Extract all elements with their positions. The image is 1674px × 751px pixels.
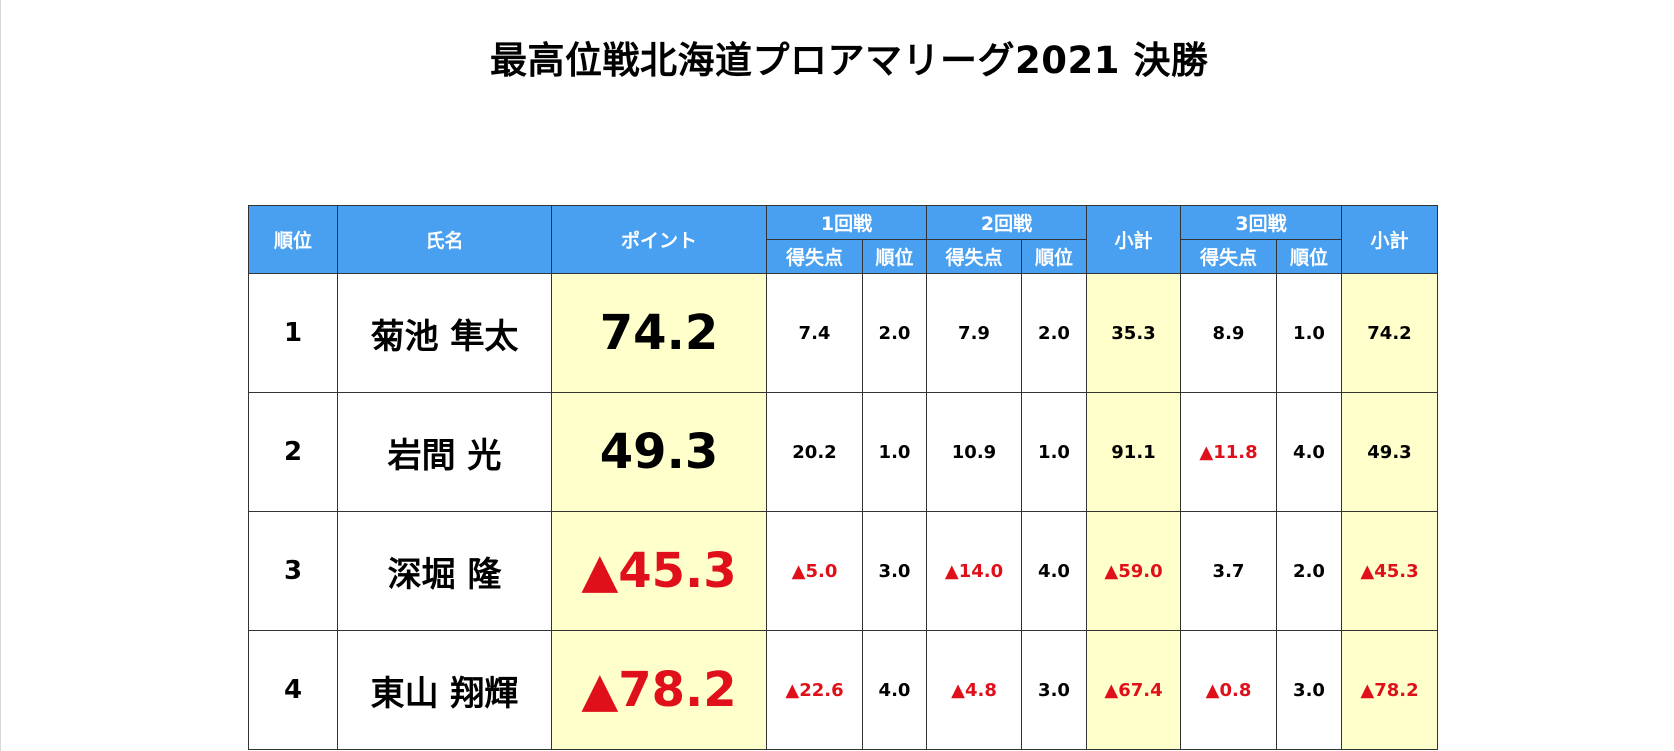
cell-r2-score: 7.9	[926, 273, 1022, 393]
cell-subtotal2: ▲45.3	[1341, 511, 1438, 631]
cell-rank: 4	[248, 630, 338, 750]
header-name: 氏名	[337, 205, 552, 274]
cell-player-name: 岩間 光	[337, 392, 552, 512]
cell-rank: 2	[248, 392, 338, 512]
header-round1: 1回戦	[766, 205, 927, 240]
header-round3: 3回戦	[1180, 205, 1342, 240]
header-r2-score: 得失点	[926, 239, 1022, 274]
table-row: 4 東山 翔輝 ▲78.2 ▲22.6 4.0 ▲4.8 3.0 ▲67.4 ▲…	[248, 630, 1438, 750]
cell-r3-place: 4.0	[1276, 392, 1342, 512]
cell-r2-place: 1.0	[1021, 392, 1087, 512]
cell-rank: 1	[248, 273, 338, 393]
cell-r2-score: 10.9	[926, 392, 1022, 512]
header-r3-place: 順位	[1276, 239, 1342, 274]
cell-r2-score: ▲14.0	[926, 511, 1022, 631]
header-rank: 順位	[248, 205, 338, 274]
cell-r2-place: 2.0	[1021, 273, 1087, 393]
results-table: 順位 氏名 ポイント 1回戦 2回戦 小計 3回戦 小計 得失点 順位 得失点 …	[248, 205, 1438, 750]
cell-r1-place: 2.0	[862, 273, 927, 393]
cell-r1-place: 3.0	[862, 511, 927, 631]
cell-player-name: 深堀 隆	[337, 511, 552, 631]
cell-points: 49.3	[551, 392, 767, 512]
cell-subtotal2: ▲78.2	[1341, 630, 1438, 750]
cell-rank: 3	[248, 511, 338, 631]
cell-points: 74.2	[551, 273, 767, 393]
cell-r3-score: ▲11.8	[1180, 392, 1277, 512]
cell-r1-score: 20.2	[766, 392, 863, 512]
cell-r3-score: 8.9	[1180, 273, 1277, 393]
cell-points: ▲78.2	[551, 630, 767, 750]
header-round2: 2回戦	[926, 205, 1087, 240]
cell-r1-place: 4.0	[862, 630, 927, 750]
header-r3-score: 得失点	[1180, 239, 1277, 274]
cell-subtotal2: 74.2	[1341, 273, 1438, 393]
table-row: 3 深堀 隆 ▲45.3 ▲5.0 3.0 ▲14.0 4.0 ▲59.0 3.…	[248, 511, 1438, 631]
cell-r2-place: 4.0	[1021, 511, 1087, 631]
header-row-sub: 得失点 順位 得失点 順位 得失点 順位	[249, 239, 1438, 274]
cell-r1-score: 7.4	[766, 273, 863, 393]
header-row-top: 順位 氏名 ポイント 1回戦 2回戦 小計 3回戦 小計	[248, 205, 1438, 274]
cell-subtotal2: 49.3	[1341, 392, 1438, 512]
cell-r2-score: ▲4.8	[926, 630, 1022, 750]
table-row: 1 菊池 隼太 74.2 7.4 2.0 7.9 2.0 35.3 8.9 1.…	[248, 273, 1438, 393]
cell-subtotal1: 35.3	[1086, 273, 1181, 393]
cell-r2-place: 3.0	[1021, 630, 1087, 750]
cell-r1-score: ▲5.0	[766, 511, 863, 631]
cell-r1-place: 1.0	[862, 392, 927, 512]
cell-subtotal1: ▲59.0	[1086, 511, 1181, 631]
cell-subtotal1: 91.1	[1086, 392, 1181, 512]
table-row: 2 岩間 光 49.3 20.2 1.0 10.9 1.0 91.1 ▲11.8…	[248, 392, 1438, 512]
cell-r3-place: 1.0	[1276, 273, 1342, 393]
header-points: ポイント	[551, 205, 767, 274]
header-r1-place: 順位	[862, 239, 927, 274]
header-r1-score: 得失点	[766, 239, 863, 274]
header-subtotal2: 小計	[1341, 205, 1438, 274]
cell-player-name: 東山 翔輝	[337, 630, 552, 750]
cell-r3-score: ▲0.8	[1180, 630, 1277, 750]
page-title: 最高位戦北海道プロアマリーグ2021 決勝	[490, 39, 1209, 82]
header-subtotal1: 小計	[1086, 205, 1181, 274]
cell-subtotal1: ▲67.4	[1086, 630, 1181, 750]
cell-r1-score: ▲22.6	[766, 630, 863, 750]
cell-r3-place: 2.0	[1276, 511, 1342, 631]
header-r2-place: 順位	[1021, 239, 1087, 274]
cell-r3-place: 3.0	[1276, 630, 1342, 750]
cell-r3-score: 3.7	[1180, 511, 1277, 631]
cell-points: ▲45.3	[551, 511, 767, 631]
cell-player-name: 菊池 隼太	[337, 273, 552, 393]
